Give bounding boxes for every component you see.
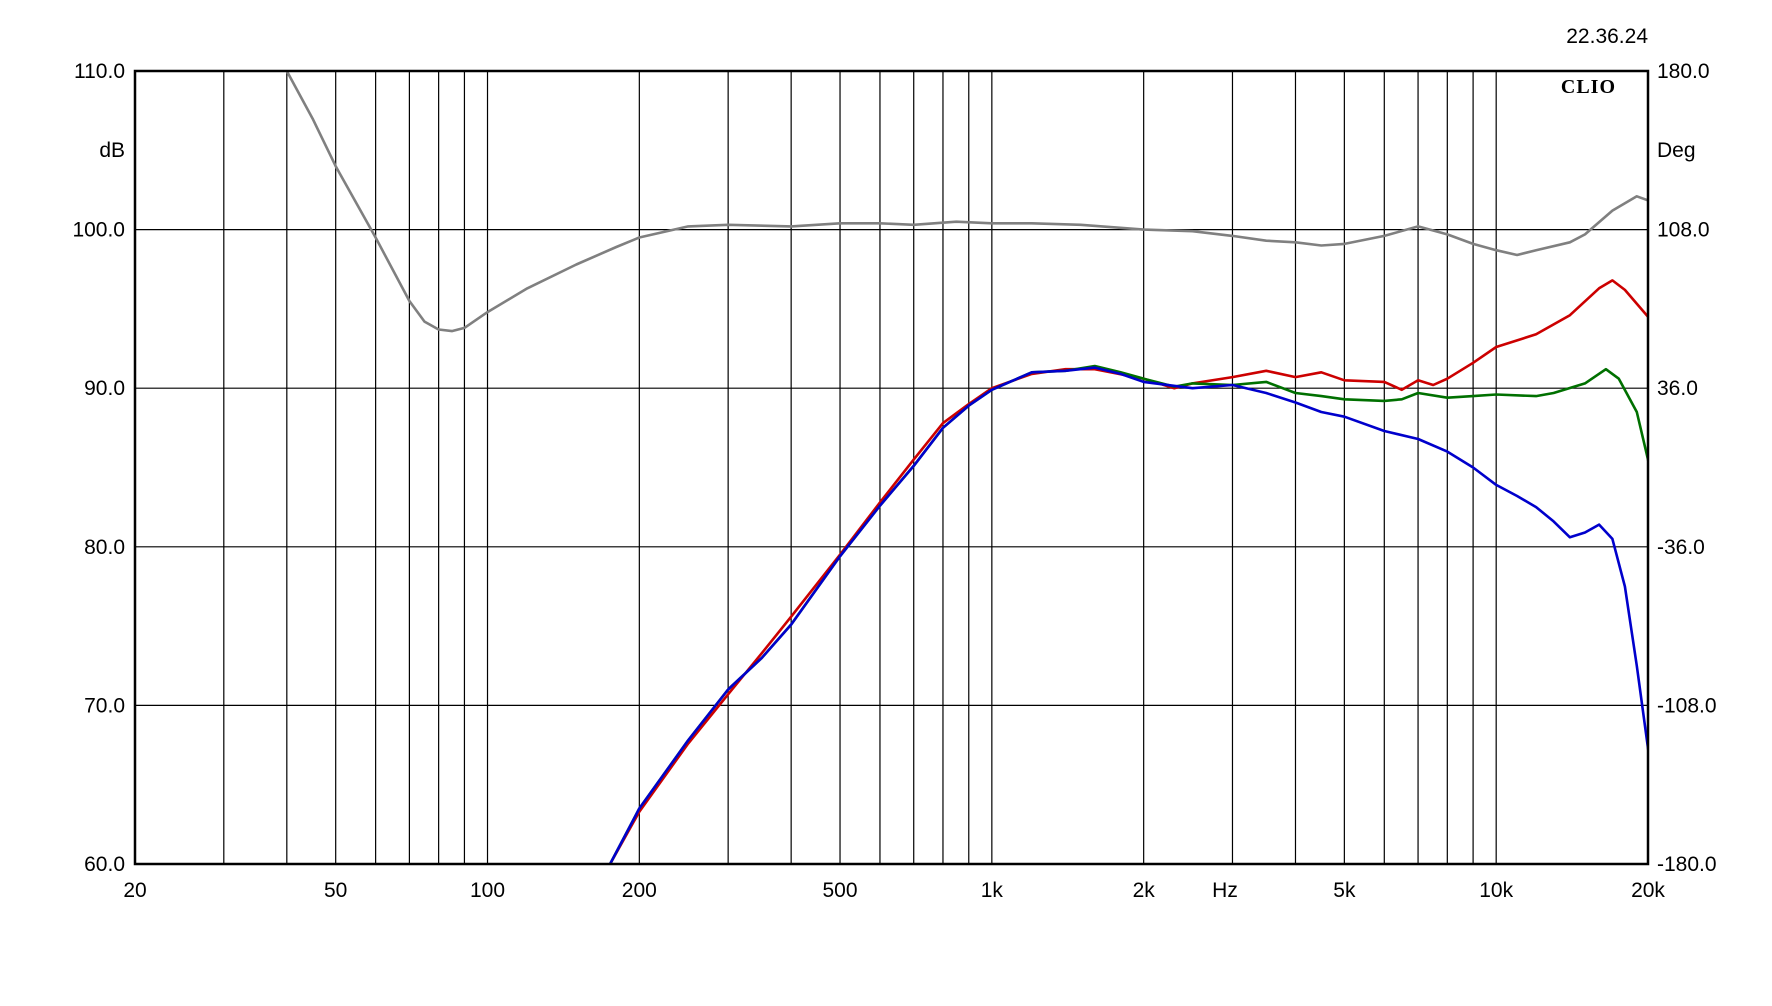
y-left-tick-label: 90.0 bbox=[84, 377, 125, 400]
y-axis-left-label: dB bbox=[99, 139, 125, 162]
plot-frame bbox=[133, 69, 1650, 866]
y-left-tick-label: 110.0 bbox=[74, 60, 125, 83]
x-tick-label: 20 bbox=[123, 879, 146, 902]
x-tick-label: 2k bbox=[1133, 879, 1156, 902]
y-left-tick-label: 100.0 bbox=[72, 219, 125, 242]
series-line-green bbox=[608, 364, 1648, 864]
x-tick-label: 1k bbox=[981, 879, 1004, 902]
y-left-tick-labels: 110.0 100.0 90.0 80.0 70.0 60.0 bbox=[72, 60, 125, 876]
x-tick-label: 10k bbox=[1479, 879, 1513, 902]
series-line-red bbox=[608, 279, 1648, 864]
y-right-tick-label: 36.0 bbox=[1657, 377, 1698, 400]
y-right-tick-label: -108.0 bbox=[1657, 694, 1717, 717]
x-tick-label: 20k bbox=[1631, 879, 1665, 902]
y-axis-right-label: Deg bbox=[1657, 139, 1696, 162]
y-right-tick-label: 180.0 bbox=[1657, 60, 1710, 83]
x-axis-label: Hz bbox=[1212, 879, 1238, 902]
clio-logo: CLIO bbox=[1561, 76, 1616, 98]
y-left-tick-label: 80.0 bbox=[84, 536, 125, 559]
x-tick-label: 50 bbox=[324, 879, 347, 902]
y-left-tick-label: 60.0 bbox=[84, 853, 125, 876]
y-right-tick-label: -36.0 bbox=[1657, 536, 1705, 559]
x-tick-label: 500 bbox=[823, 879, 858, 902]
x-tick-label: 5k bbox=[1333, 879, 1356, 902]
y-left-tick-label: 70.0 bbox=[84, 694, 125, 717]
x-tick-label: 100 bbox=[470, 879, 505, 902]
series-layer bbox=[285, 71, 1648, 864]
series-line-blue bbox=[608, 366, 1648, 864]
y-right-tick-labels: 180.0 108.0 36.0 -36.0 -108.0 -180.0 bbox=[1657, 60, 1717, 876]
x-tick-label: 200 bbox=[622, 879, 657, 902]
y-right-tick-label: -180.0 bbox=[1657, 853, 1717, 876]
timestamp: 22.36.24 bbox=[1566, 25, 1648, 48]
x-axis-tick-labels: 20 50 100 200 500 1k 2k 5k 10k 20k bbox=[123, 879, 1665, 902]
grid bbox=[135, 71, 1648, 864]
y-right-tick-label: 108.0 bbox=[1657, 219, 1710, 242]
series-line-gray bbox=[285, 71, 1648, 333]
